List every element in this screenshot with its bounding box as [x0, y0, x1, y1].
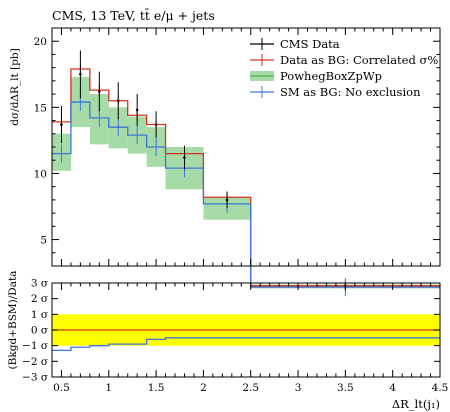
y-axis-label: dσ/dΔR_lt [pb] — [9, 48, 21, 125]
ratio-y-tick-label: 0 σ — [31, 325, 48, 337]
ratio-blue-line — [52, 337, 440, 352]
chart-title: CMS, 13 TeV, tt̄ e/μ + jets — [52, 7, 215, 23]
y-tick-label: 20 — [34, 36, 47, 48]
x-tick-label: 1 — [105, 382, 112, 394]
legend-label: PowhegBoxZpWp — [280, 69, 382, 83]
y-tick-label: 15 — [34, 102, 47, 114]
data-point — [79, 72, 82, 76]
ratio-y-axis-label: (Bkgd+BSM)/Data — [7, 271, 19, 370]
ratio-y-tick-label: −1 σ — [22, 340, 48, 352]
ratio-y-tick-label: 1 σ — [31, 309, 48, 321]
x-tick-label: 4 — [389, 382, 396, 394]
x-tick-label: 3.5 — [337, 382, 354, 394]
legend-label: Data as BG: Correlated σ% — [280, 53, 438, 67]
y-tick-label: 10 — [34, 168, 47, 180]
ratio-y-tick-label: 3 σ — [31, 278, 48, 290]
x-tick-label: 3 — [295, 382, 302, 394]
ratio-y-tick-label: −3 σ — [22, 372, 48, 384]
ratio-y-tick-label: −2 σ — [22, 356, 48, 368]
data-point — [116, 99, 120, 103]
data-point — [183, 156, 186, 159]
data-point — [154, 123, 158, 126]
legend-label: SM as BG: No exclusion — [280, 85, 421, 99]
red-histogram-line — [52, 68, 440, 287]
x-tick-label: 4.5 — [432, 382, 449, 394]
data-point — [60, 123, 63, 126]
x-tick-label: 2.5 — [242, 382, 259, 394]
data-point — [98, 90, 101, 93]
x-tick-label: 0.5 — [53, 382, 70, 394]
data-point — [225, 198, 229, 202]
data-point — [135, 108, 139, 112]
x-axis-label: ΔR_lt(j₁) — [392, 397, 440, 411]
y-tick-label: 5 — [40, 235, 47, 247]
x-tick-label: 1.5 — [148, 382, 165, 394]
ratio-y-tick-label: 2 σ — [31, 293, 48, 305]
x-tick-label: 2 — [200, 382, 207, 394]
legend-label: CMS Data — [280, 37, 340, 51]
